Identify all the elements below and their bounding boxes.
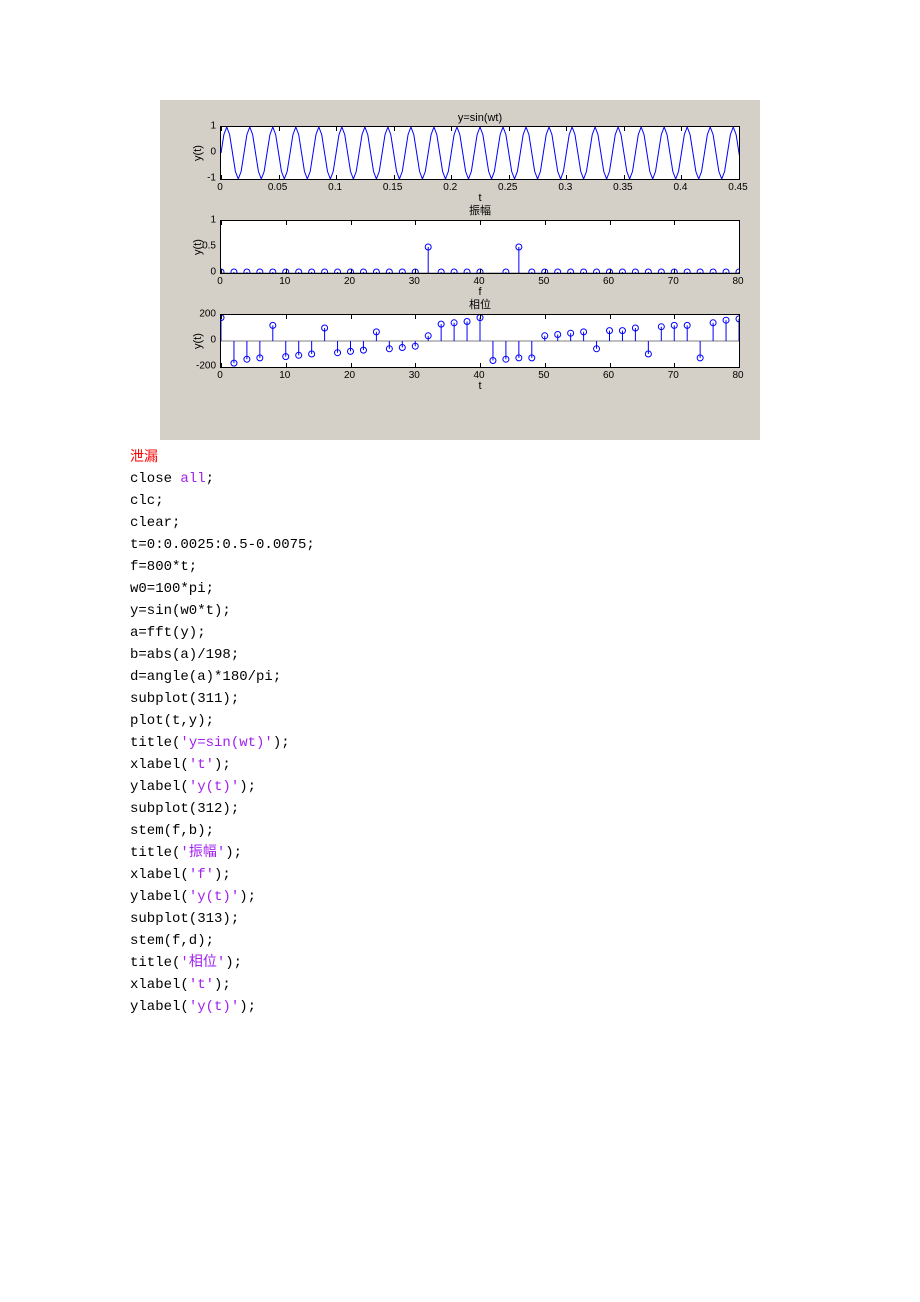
- subplot-1-plot: [220, 126, 740, 180]
- subplot-2-xticks: 01020304050607080: [220, 276, 740, 288]
- subplot-2-yticks: 00.51: [194, 220, 218, 274]
- subplot-3-plot: [220, 314, 740, 368]
- subplot-3-svg: [221, 315, 739, 367]
- subplot-1-yticks: -101: [194, 126, 218, 180]
- subplot-3-xticks: 01020304050607080: [220, 370, 740, 382]
- subplot-1-svg: [221, 127, 739, 179]
- subplot-2-svg: [221, 221, 739, 273]
- subplot-1-title: y=sin(wt): [220, 112, 740, 124]
- matlab-figure: y=sin(wt) y(t) -101 00.050.10.150.20.250…: [160, 100, 760, 440]
- subplot-3: 相位 y(t) -2000200 01020304050607080 t: [220, 296, 740, 392]
- subplot-1: y=sin(wt) y(t) -101 00.050.10.150.20.250…: [220, 112, 740, 204]
- subplot-1-xticks: 00.050.10.150.20.250.30.350.40.45: [220, 182, 740, 194]
- section-heading: 泄漏: [130, 446, 790, 466]
- subplot-3-yticks: -2000200: [194, 314, 218, 368]
- subplot-2-title: 振幅: [220, 202, 740, 218]
- subplot-2: 振幅 y(t) 00.51 01020304050607080 f: [220, 202, 740, 298]
- subplot-2-plot: [220, 220, 740, 274]
- subplot-3-title: 相位: [220, 296, 740, 312]
- code-block: close all;clc;clear;t=0:0.0025:0.5-0.007…: [130, 468, 790, 1018]
